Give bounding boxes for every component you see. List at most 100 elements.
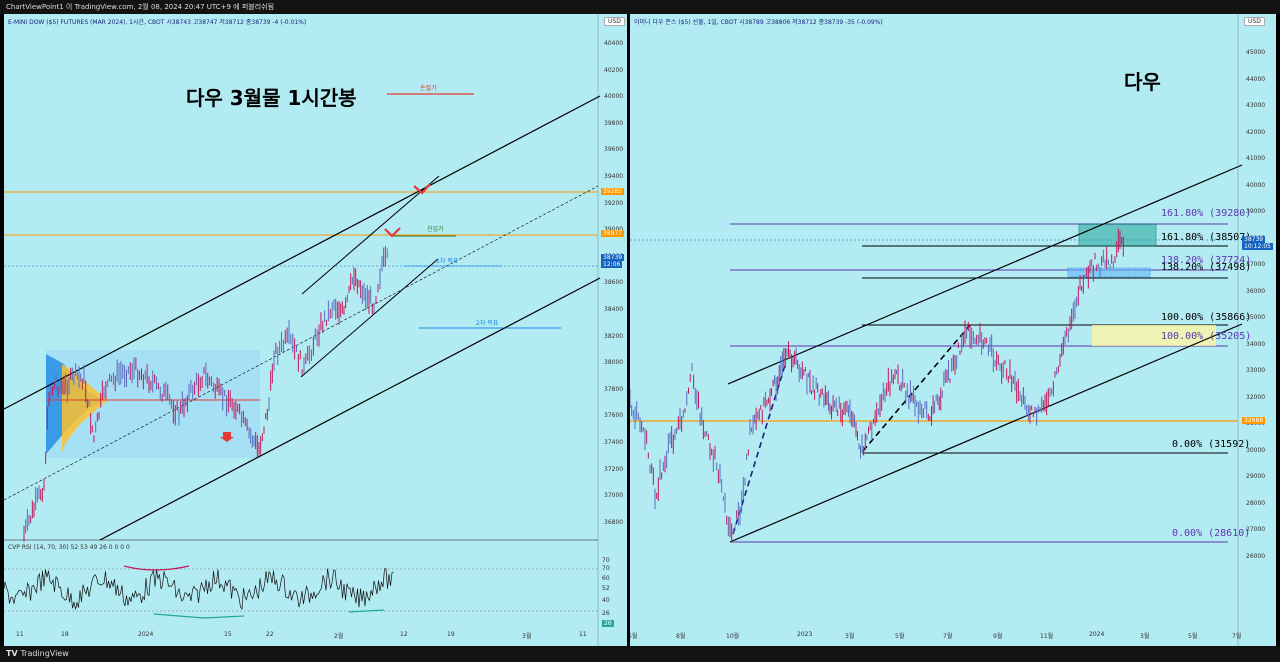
target2-label: 2차 목표 [476, 320, 499, 327]
price-tick-label: 26000 [1246, 552, 1266, 560]
wave-dash-line [862, 324, 971, 452]
time-tick-label: 5월 [1188, 633, 1198, 640]
price-tick-label: 44000 [1246, 75, 1266, 83]
publish-info-bar: ChartViewPoint1 이 TradingView.com, 2월 08… [0, 0, 1280, 14]
time-tick-label: 11 [16, 631, 24, 638]
target-zone-green [1078, 223, 1157, 247]
time-tick-label: 2월 [334, 633, 344, 640]
fib-label-138-upper: 138.20% (37724) [1161, 255, 1252, 266]
price-tick-label: 39000 [604, 226, 623, 233]
price-tick-label: 40000 [604, 93, 624, 101]
price-tick-label: 39200 [604, 199, 624, 207]
fib-label-100-lower: 100.00% (35205) [1161, 331, 1252, 342]
rsi-divergence-green [153, 613, 245, 619]
price-tick-label: 36800 [604, 518, 624, 526]
time-tick-label: 3월 [522, 633, 532, 640]
time-tick-label: 3월 [845, 633, 855, 640]
time-tick-label: 22 [266, 631, 274, 638]
tradingview-logo-icon: TV [6, 649, 21, 658]
fib-label-0-lower: 0.00% (28610) [1172, 528, 1251, 539]
fib-label-138-lower: 138.20% (37498) [1161, 262, 1252, 273]
channel-lower-line [729, 323, 1243, 543]
rsi-divergence-green [348, 609, 385, 613]
rsi-tick-label: 40 [602, 597, 610, 604]
daily-chart-canvas[interactable] [630, 14, 1276, 646]
time-tick-label: 19 [447, 631, 455, 638]
time-tick-label: 15 [224, 631, 232, 638]
publish-info-text: ChartViewPoint1 이 TradingView.com, 2월 08… [6, 3, 275, 11]
time-tick-label: 5월 [895, 633, 905, 640]
entry-price-tag: 38977 [601, 230, 625, 237]
rsi-tick-label: 70 [602, 565, 610, 572]
time-tick-label: 5월 [630, 633, 638, 640]
volume-profile-yellow [62, 364, 108, 452]
rsi-legend: CVP RSI (14, 70, 30) 52 53 49 26 0 0 0 0 [8, 544, 130, 551]
rsi-tick-label: 26 [602, 610, 610, 617]
time-tick-label: 2024 [138, 631, 154, 638]
price-tick-label: 40000 [1246, 181, 1266, 189]
footer-bar: TV TradingView [0, 646, 1280, 662]
rsi-divergence-red [123, 565, 190, 571]
time-tick-label: 12 [400, 631, 408, 638]
right-countdown-tag: 10:12:05 [1242, 243, 1273, 250]
rsi-line [4, 568, 394, 610]
right-chart-title: 다우 [1124, 70, 1161, 94]
hourly-chart-pane[interactable]: E-MINI DOW ($5) FUTURES (MAR 2024), 1시간,… [4, 14, 627, 646]
price-tick-label: 33000 [1246, 367, 1266, 374]
price-tick-label: 34000 [1246, 340, 1266, 348]
fib-label-161-lower: 161.80% (38507) [1161, 232, 1252, 243]
time-tick-label: 9월 [993, 633, 1003, 640]
price-tick-label: 30000 [1246, 446, 1266, 454]
time-tick-label: 3월 [1140, 633, 1150, 640]
right-support-price-tag: 32668 [1242, 417, 1266, 424]
channel-mid-line [4, 185, 599, 501]
price-tick-label: 38400 [604, 306, 624, 313]
price-tick-label: 40200 [604, 66, 624, 74]
right-currency-button[interactable]: USD [1244, 17, 1265, 26]
rsi-tick-label: 70 [602, 557, 610, 564]
target1-label: 1차 목표 [436, 258, 459, 265]
left-currency-button[interactable]: USD [604, 17, 625, 26]
time-tick-label: 8월 [676, 633, 686, 640]
price-tick-label: 39800 [604, 119, 624, 127]
footer-brand: TradingView [20, 649, 69, 658]
left-symbol-legend: E-MINI DOW ($5) FUTURES (MAR 2024), 1시간,… [8, 19, 307, 26]
price-tick-label: 37800 [604, 385, 624, 393]
price-tick-label: 37000 [604, 492, 624, 500]
price-tick-label: 39600 [604, 146, 624, 154]
bar-countdown-tag: 12:06 [601, 261, 623, 268]
price-tick-label: 36000 [1246, 287, 1266, 295]
wedge-lower-line [300, 258, 439, 378]
right-symbol-legend: 이미니 다우 존스 ($5) 선물, 1일, CBOT 시38789 고3880… [634, 19, 883, 26]
price-tick-label: 41000 [1246, 155, 1266, 162]
time-tick-label: 7월 [1232, 633, 1242, 640]
price-tick-label: 32000 [1246, 393, 1266, 401]
time-tick-label: 2024 [1089, 631, 1105, 638]
down-arrow-icon [220, 432, 234, 442]
price-tick-label: 38200 [604, 332, 624, 340]
resistance-price-tag: 39285 [601, 188, 625, 195]
fib-label-0-upper: 0.00% (31592) [1172, 439, 1251, 450]
channel-upper-line [727, 164, 1243, 385]
price-tick-label: 43000 [1246, 102, 1266, 109]
time-tick-label: 10월 [726, 633, 740, 640]
rsi-tick-label: 52 [602, 585, 610, 592]
hourly-chart-canvas[interactable] [4, 14, 627, 646]
price-tick-label: 42000 [1246, 128, 1266, 136]
rsi-tick-label: 26 [602, 620, 614, 627]
time-tick-label: 18 [61, 631, 69, 638]
daily-chart-pane[interactable]: 이미니 다우 존스 ($5) 선물, 1일, CBOT 시38789 고3880… [630, 14, 1276, 646]
price-tick-label: 38600 [604, 279, 624, 287]
time-tick-label: 11월 [1040, 633, 1054, 640]
price-tick-label: 28000 [1246, 499, 1266, 507]
price-tick-label: 35000 [1246, 314, 1266, 321]
time-tick-label: 2023 [797, 631, 813, 638]
price-tick-label: 39000 [1246, 208, 1266, 215]
price-tick-label: 37000 [1246, 261, 1266, 268]
price-tick-label: 37400 [604, 439, 624, 446]
price-tick-label: 27000 [1246, 526, 1266, 533]
price-tick-label: 29000 [1246, 473, 1266, 480]
price-tick-label: 40400 [604, 40, 624, 47]
right-current-price-tag: 38739 [1242, 236, 1266, 243]
target-zone-blue [1067, 267, 1151, 278]
